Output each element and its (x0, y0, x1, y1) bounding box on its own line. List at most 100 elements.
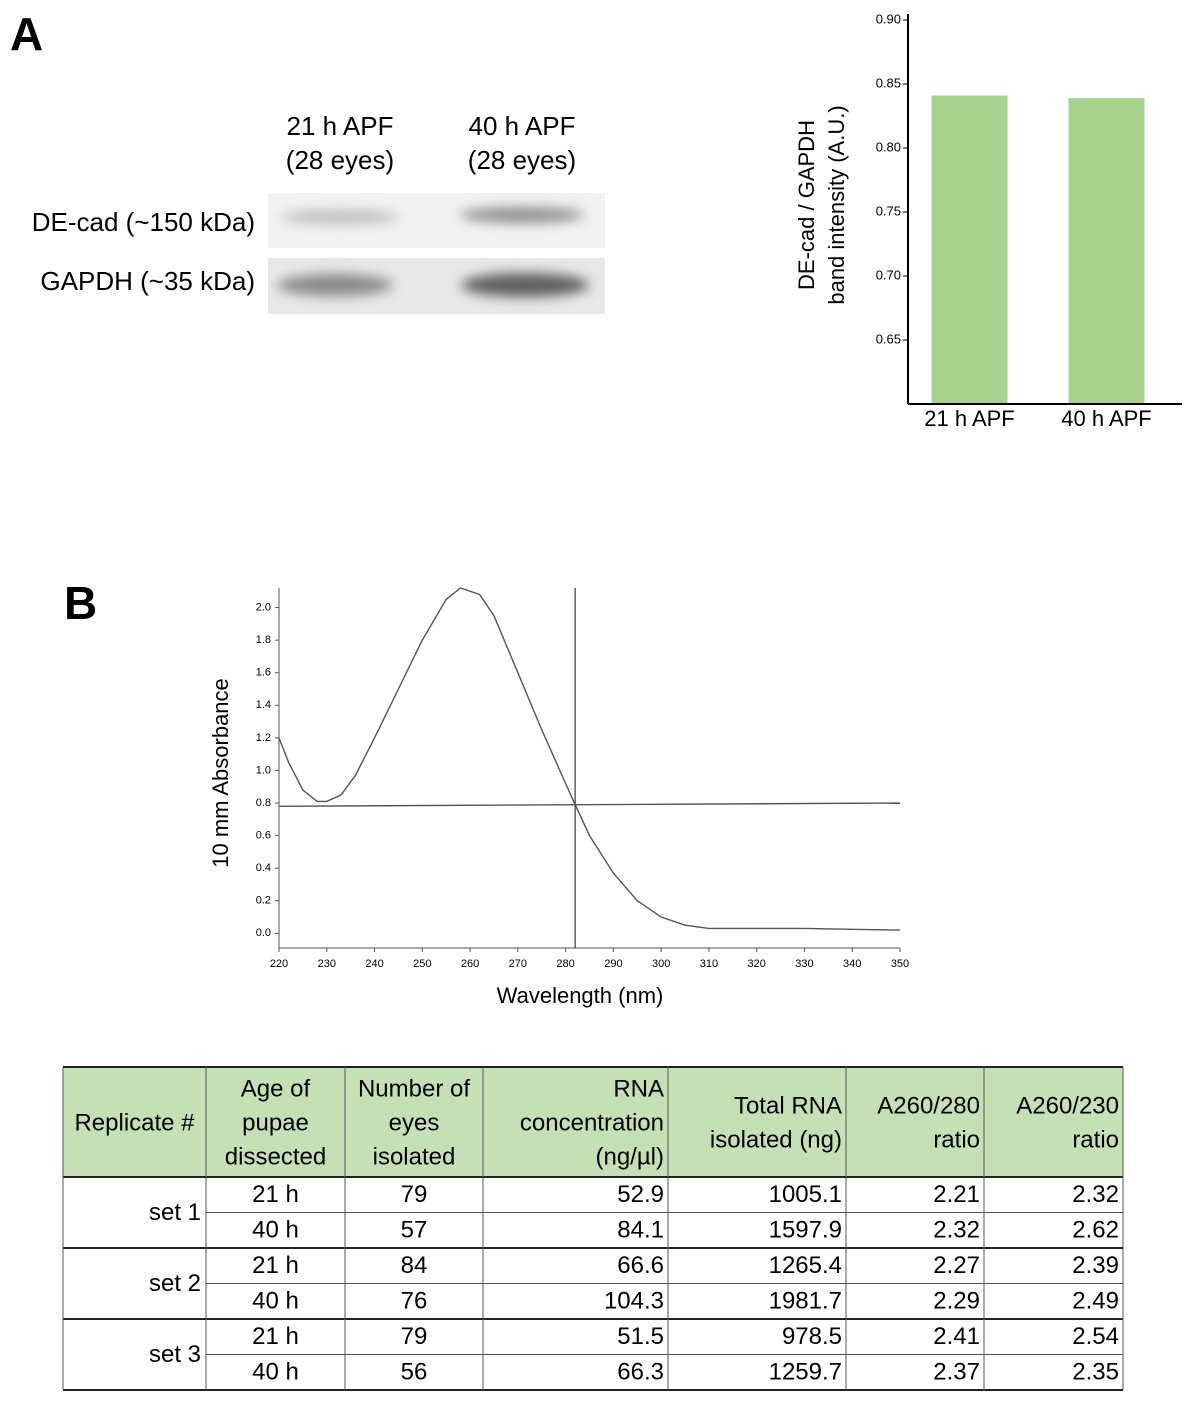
y-tick-label: 0.90 (876, 11, 901, 26)
table-cell: 84.1 (617, 1217, 664, 1244)
table-cell: 21 h (252, 1323, 299, 1350)
header-cell: pupae (242, 1109, 309, 1136)
x-tick-label: 340 (843, 958, 861, 970)
lane-label: 21 h APF (287, 111, 394, 141)
blot-image (268, 193, 605, 314)
table-cell: 66.3 (617, 1359, 664, 1386)
y-tick-label: 0.4 (256, 862, 271, 874)
table-cell: 21 h (252, 1181, 299, 1208)
x-tick-label: 310 (700, 958, 718, 970)
lane-label: (28 eyes) (468, 145, 576, 175)
y-tick-label: 0.70 (876, 267, 901, 282)
table-cell: 2.41 (933, 1323, 980, 1350)
table-cell: 2.39 (1072, 1252, 1119, 1279)
table-cell: 1265.4 (769, 1252, 842, 1279)
y-tick-label: 0.2 (256, 895, 271, 907)
y-tick-label: 1.8 (256, 634, 271, 646)
x-tick-label: 220 (270, 958, 288, 970)
y-tick-label: 1.2 (256, 732, 271, 744)
header-cell: A260/230 (1016, 1092, 1119, 1119)
group-cell: set 2 (149, 1270, 201, 1297)
table-cell: 1981.7 (769, 1288, 842, 1315)
x-tick-label: 270 (509, 958, 527, 970)
group-cell: set 1 (149, 1199, 201, 1226)
y-tick-label: 0.85 (876, 75, 901, 90)
table-cell: 51.5 (617, 1323, 664, 1350)
header-cell: (ng/µl) (595, 1143, 664, 1170)
table-cell: 2.32 (933, 1217, 980, 1244)
x-tick-label: 350 (891, 958, 909, 970)
lane-label: 40 h APF (469, 111, 576, 141)
y-tick-label: 0.65 (876, 331, 901, 346)
table-cell: 2.62 (1072, 1217, 1119, 1244)
table-cell: 2.35 (1072, 1359, 1119, 1386)
table-cell: 104.3 (604, 1288, 664, 1315)
table-cell: 2.54 (1072, 1323, 1119, 1350)
header-cell: Replicate # (74, 1109, 195, 1136)
table-cell: 2.49 (1072, 1288, 1119, 1315)
table-cell: 40 h (252, 1359, 299, 1386)
table-cell: 21 h (252, 1252, 299, 1279)
table-cell: 40 h (252, 1288, 299, 1315)
header-cell: RNA (613, 1075, 664, 1102)
table-cell: 978.5 (782, 1323, 842, 1350)
table-cell: 52.9 (617, 1181, 664, 1208)
table-cell: 79 (401, 1181, 428, 1208)
lane-label: (28 eyes) (286, 145, 394, 175)
x-tick-label: 40 h APF (1061, 406, 1152, 431)
table-header-bg (63, 1067, 1123, 1177)
table-cell: 2.27 (933, 1252, 980, 1279)
table-cell: 56 (401, 1359, 428, 1386)
header-cell: eyes (389, 1109, 440, 1136)
line-series (278, 587, 901, 931)
header-cell: Total RNA (734, 1092, 842, 1119)
table-cell: 2.21 (933, 1181, 980, 1208)
y-tick-label: 0.8 (256, 797, 271, 809)
y-axis-label: DE-cad / GAPDH (794, 120, 819, 290)
x-tick-label: 280 (556, 958, 574, 970)
x-tick-label: 300 (652, 958, 670, 970)
x-tick-label: 240 (365, 958, 383, 970)
x-tick-label: 21 h APF (924, 406, 1015, 431)
y-tick-label: 1.4 (256, 699, 271, 711)
y-tick-label: 2.0 (256, 601, 271, 613)
header-cell: dissected (225, 1143, 326, 1170)
table-cell: 79 (401, 1323, 428, 1350)
x-tick-label: 330 (795, 958, 813, 970)
panel-label: A (10, 8, 43, 60)
panel-label: B (64, 577, 97, 629)
table-cell: 1005.1 (769, 1181, 842, 1208)
y-axis-label: band intensity (A.U.) (824, 105, 849, 304)
header-cell: isolated (ng) (710, 1126, 842, 1153)
table-cell: 84 (401, 1252, 428, 1279)
y-tick-label: 0.6 (256, 830, 271, 842)
blot-row-label: GAPDH (~35 kDa) (40, 266, 255, 296)
bar (1068, 98, 1145, 404)
y-tick-label: 0.75 (876, 203, 901, 218)
header-cell: concentration (520, 1109, 664, 1136)
header-cell: A260/280 (877, 1092, 980, 1119)
y-tick-label: 0.80 (876, 139, 901, 154)
header-cell: ratio (933, 1126, 980, 1153)
x-tick-label: 250 (413, 958, 431, 970)
header-cell: Age of (241, 1075, 311, 1102)
x-tick-label: 230 (318, 958, 336, 970)
header-cell: Number of (358, 1075, 470, 1102)
table-cell: 2.32 (1072, 1181, 1119, 1208)
table-cell: 40 h (252, 1217, 299, 1244)
x-axis-label: Wavelength (nm) (497, 983, 664, 1008)
y-tick-label: 1.6 (256, 667, 271, 679)
line-series (278, 802, 901, 807)
group-cell: set 3 (149, 1341, 201, 1368)
table-cell: 66.6 (617, 1252, 664, 1279)
header-cell: ratio (1072, 1126, 1119, 1153)
table-cell: 2.37 (933, 1359, 980, 1386)
bar (931, 95, 1008, 405)
x-tick-label: 320 (748, 958, 766, 970)
header-cell: isolated (373, 1143, 456, 1170)
x-tick-label: 290 (604, 958, 622, 970)
table-cell: 1597.9 (769, 1217, 842, 1244)
table-cell: 1259.7 (769, 1359, 842, 1386)
table-cell: 2.29 (933, 1288, 980, 1315)
